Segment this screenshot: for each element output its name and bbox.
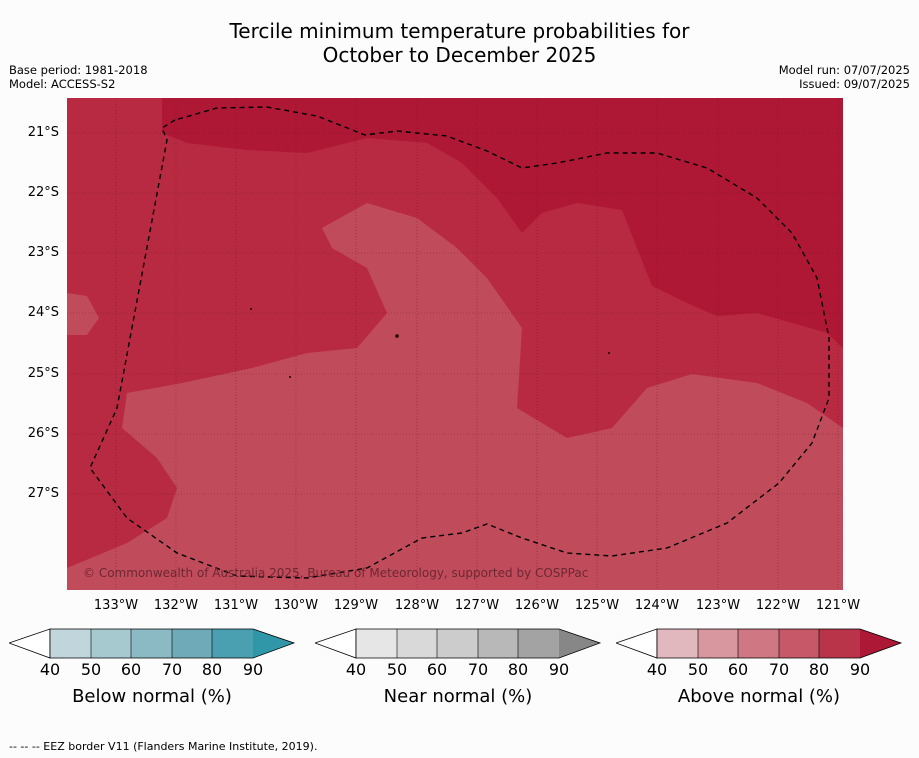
lat-label: 25°S: [27, 366, 59, 381]
near-swatch: [518, 629, 559, 658]
copyright-notice: © Commonwealth of Australia 2025, Bureau…: [83, 566, 588, 580]
below-swatch: [212, 629, 253, 658]
below-normal-colorbar: [9, 628, 295, 659]
eez-legend-note: -- -- -- EEZ border V11 (Flanders Marine…: [9, 740, 318, 753]
near-tick: 50: [386, 660, 408, 679]
title-line-2: October to December 2025: [322, 43, 597, 67]
near-tick: 70: [467, 660, 489, 679]
above-tick: 90: [849, 660, 871, 679]
above-swatch: [738, 629, 779, 658]
islands: [250, 308, 610, 378]
below-normal-title: Below normal (%): [72, 686, 232, 707]
lat-label: 24°S: [27, 305, 59, 320]
lon-label: 124°W: [634, 598, 680, 613]
base-period: Base period: 1981-2018: [9, 63, 148, 77]
coastal-patch: [67, 293, 99, 335]
meta-left: Base period: 1981-2018 Model: ACCESS-S2: [9, 63, 148, 91]
below-tick: 70: [161, 660, 183, 679]
below-tick: 50: [80, 660, 102, 679]
lower-probability-region: [67, 203, 843, 590]
above-tick: 50: [687, 660, 709, 679]
above-normal-title: Above normal (%): [677, 686, 841, 707]
lon-label: 127°W: [454, 598, 500, 613]
above-swatch: [698, 629, 738, 658]
near-normal-colorbar: [315, 628, 601, 659]
below-swatch: [172, 629, 212, 658]
near-swatch: [478, 629, 518, 658]
lon-label: 133°W: [93, 598, 139, 613]
issued-date: Issued: 09/07/2025: [799, 77, 910, 91]
lon-label: 126°W: [514, 598, 560, 613]
above-swatch: [657, 629, 698, 658]
lon-label: 129°W: [333, 598, 379, 613]
lon-label: 125°W: [574, 598, 620, 613]
probability-map[interactable]: © Commonwealth of Australia 2025, Bureau…: [67, 98, 843, 590]
below-swatch: [131, 629, 172, 658]
near-swatch: [559, 629, 600, 658]
near-tick: 60: [426, 660, 448, 679]
lat-label: 27°S: [27, 486, 59, 501]
above-normal-colorbar: [616, 628, 902, 659]
above-tick: 80: [808, 660, 830, 679]
below-tick: 90: [242, 660, 264, 679]
below-swatch: [253, 629, 294, 658]
near-swatch: [397, 629, 437, 658]
lon-label: 123°W: [695, 598, 741, 613]
lon-label: 121°W: [815, 598, 861, 613]
below-swatch: [91, 629, 131, 658]
lon-label: 122°W: [755, 598, 801, 613]
below-tick: 80: [201, 660, 223, 679]
below-swatch: [50, 629, 91, 658]
lat-label: 21°S: [27, 125, 59, 140]
above-swatch: [779, 629, 819, 658]
near-tick: 90: [548, 660, 570, 679]
model-name: Model: ACCESS-S2: [9, 77, 116, 91]
near-normal-title: Near normal (%): [383, 686, 533, 707]
above-swatch: [860, 629, 901, 658]
near-tick: 80: [507, 660, 529, 679]
lat-label: 26°S: [27, 426, 59, 441]
above-tick: 70: [768, 660, 790, 679]
meta-right: Model run: 07/07/2025 Issued: 09/07/2025: [779, 63, 910, 91]
lon-label: 130°W: [273, 598, 319, 613]
map-title: Tercile minimum temperature probabilitie…: [0, 19, 919, 67]
below-tick: 40: [39, 660, 61, 679]
title-line-1: Tercile minimum temperature probabilitie…: [229, 19, 690, 43]
lon-label: 132°W: [153, 598, 199, 613]
eez-border: [89, 106, 830, 579]
model-run: Model run: 07/07/2025: [778, 63, 910, 77]
near-tick: 40: [345, 660, 367, 679]
above-tick: 40: [646, 660, 668, 679]
lon-label: 128°W: [394, 598, 440, 613]
lat-label: 22°S: [27, 185, 59, 200]
above-swatch: [819, 629, 860, 658]
high-probability-region: [162, 98, 843, 348]
below-tick: 60: [120, 660, 142, 679]
near-swatch: [356, 629, 397, 658]
lon-label: 131°W: [213, 598, 259, 613]
near-swatch: [437, 629, 478, 658]
lat-label: 23°S: [27, 245, 59, 260]
above-tick: 60: [727, 660, 749, 679]
grid-lines: [67, 98, 843, 590]
